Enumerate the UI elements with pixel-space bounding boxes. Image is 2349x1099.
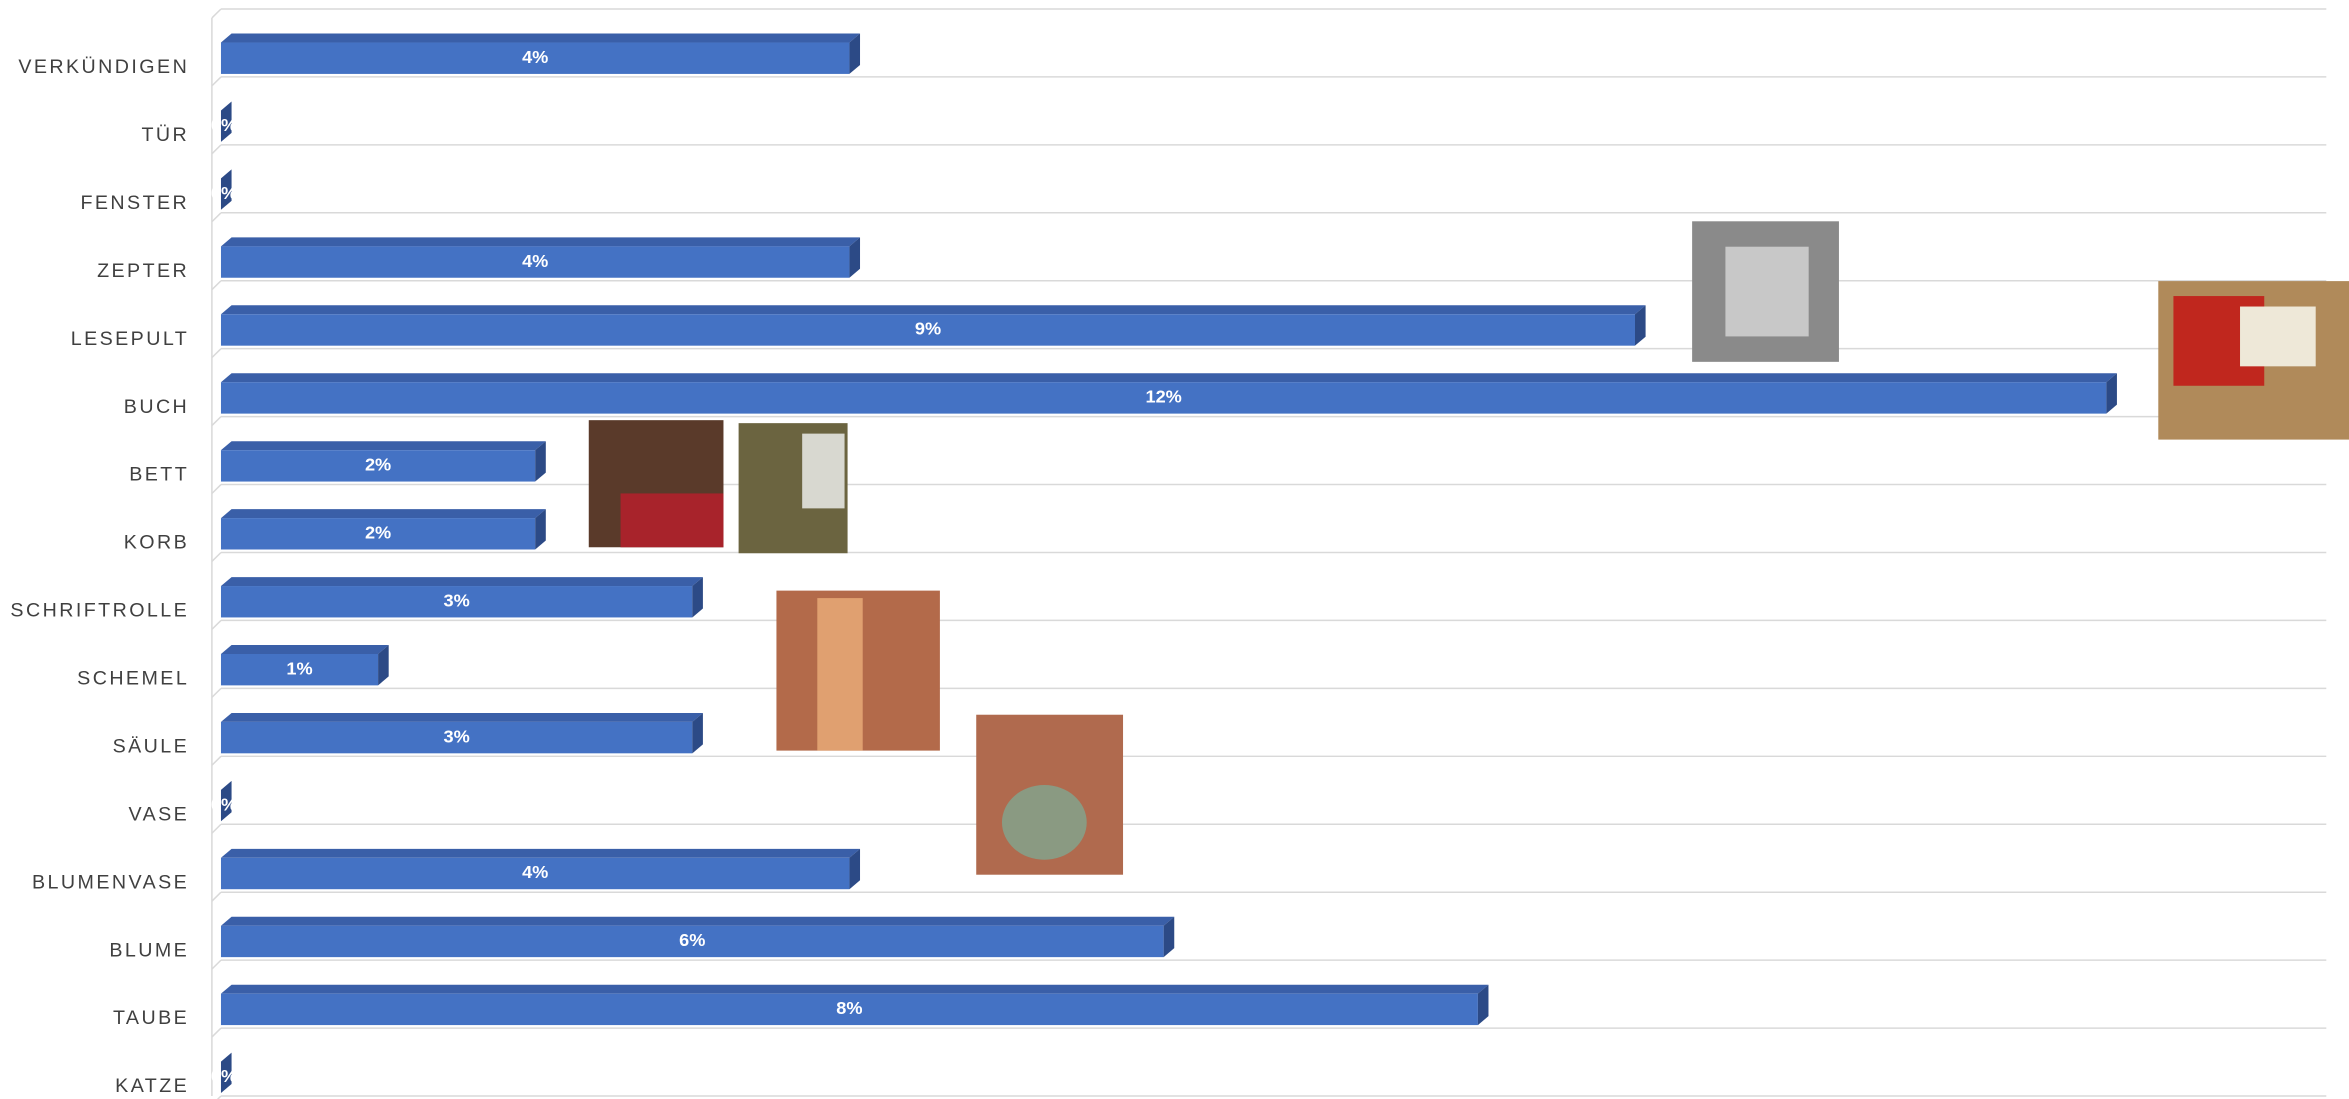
y-tick-label: BLUMENVASE: [32, 871, 189, 893]
value-label: 3%: [444, 726, 470, 746]
bar-side: [849, 237, 861, 278]
bar: [220, 857, 850, 890]
bar-side: [378, 645, 389, 686]
y-tick-label: KORB: [124, 532, 189, 554]
row-line: [211, 212, 222, 223]
bar: [220, 382, 2107, 414]
row-line: [211, 280, 222, 291]
value-label: 3%: [444, 591, 470, 611]
bar-side: [849, 848, 861, 890]
bar-side: [2106, 373, 2117, 414]
bar-top: [220, 712, 703, 722]
bar-side: [220, 780, 232, 822]
row-line: [211, 823, 222, 834]
value-label: 9%: [915, 319, 941, 339]
bar-top: [220, 645, 389, 654]
bar-side: [535, 509, 546, 550]
bar-top: [220, 305, 1646, 315]
bar-top: [220, 916, 1175, 926]
row-line: [211, 348, 222, 359]
row-line: [211, 1027, 222, 1038]
bar-top: [220, 577, 703, 587]
y-tick-label: LESEPULT: [71, 328, 189, 350]
photo: [620, 493, 724, 548]
value-label: 0%: [211, 183, 237, 203]
value-label: 4%: [522, 251, 548, 271]
y-tick-label: BUCH: [124, 396, 189, 418]
bar-side: [220, 169, 232, 210]
bar-side: [692, 712, 703, 754]
bar-top: [220, 373, 2117, 383]
bar: [220, 925, 1164, 958]
value-label: 6%: [679, 930, 705, 950]
bar-side: [692, 577, 703, 618]
value-label: 2%: [365, 523, 391, 543]
row-line: [216, 1095, 222, 1099]
bar-side: [1477, 984, 1489, 1026]
photo: [817, 598, 863, 751]
bar: [220, 314, 1635, 346]
row-line: [211, 891, 222, 902]
bar-side: [220, 101, 232, 142]
value-label: 2%: [365, 455, 391, 475]
row-line: [211, 619, 222, 630]
row-line: [211, 687, 222, 698]
photo: [1725, 246, 1809, 337]
value-label: 4%: [522, 862, 548, 882]
bar-top: [220, 984, 1489, 994]
y-tick-label: TÜR: [141, 124, 189, 146]
bar-side: [1163, 916, 1175, 958]
bar-side: [1634, 305, 1646, 346]
bar: [220, 721, 693, 754]
y-tick-label: SCHEMEL: [77, 668, 189, 690]
row-line: [211, 755, 222, 766]
bar-top: [220, 441, 546, 451]
wall-edge: [211, 8, 222, 19]
row-line: [211, 76, 222, 87]
y-tick-label: VERKÜNDIGEN: [18, 56, 189, 78]
bar-side: [220, 1052, 232, 1094]
y-tick-label: BETT: [129, 464, 189, 486]
value-label: 4%: [522, 47, 548, 67]
bar-top: [220, 237, 861, 247]
bar-top: [220, 33, 861, 43]
bar: [220, 42, 850, 74]
y-tick-label: FENSTER: [80, 192, 189, 214]
bar-side: [535, 441, 546, 482]
bar: [220, 586, 693, 618]
y-tick-label: BLUME: [109, 939, 189, 961]
bar: [220, 246, 850, 278]
y-tick-label: SÄULE: [113, 736, 190, 758]
y-tick-label: SCHRIFTROLLE: [10, 600, 189, 622]
photo: [802, 433, 845, 509]
y-tick-label: ZEPTER: [97, 260, 189, 282]
bar-top: [220, 848, 861, 858]
row-line: [211, 551, 222, 562]
value-label: 0%: [211, 115, 237, 135]
row-line: [211, 484, 222, 495]
value-label: 8%: [836, 998, 862, 1018]
row-line: [211, 144, 222, 155]
bar-side: [849, 33, 861, 74]
value-label: 1%: [286, 659, 312, 679]
value-label: 0%: [211, 794, 237, 814]
photos: [588, 221, 2349, 875]
y-tick-label: TAUBE: [113, 1007, 189, 1029]
photo: [1001, 785, 1087, 860]
bar-top: [220, 509, 546, 519]
bar: [220, 450, 536, 482]
row-line: [211, 416, 222, 427]
photo: [2240, 306, 2316, 367]
row-line: [211, 959, 222, 970]
value-label: 0%: [211, 1066, 237, 1086]
bar: [220, 518, 536, 550]
bar: [220, 993, 1478, 1026]
y-tick-label: KATZE: [115, 1075, 189, 1097]
bar: [220, 653, 379, 686]
value-label: 12%: [1145, 387, 1181, 407]
y-tick-label: VASE: [128, 804, 189, 826]
